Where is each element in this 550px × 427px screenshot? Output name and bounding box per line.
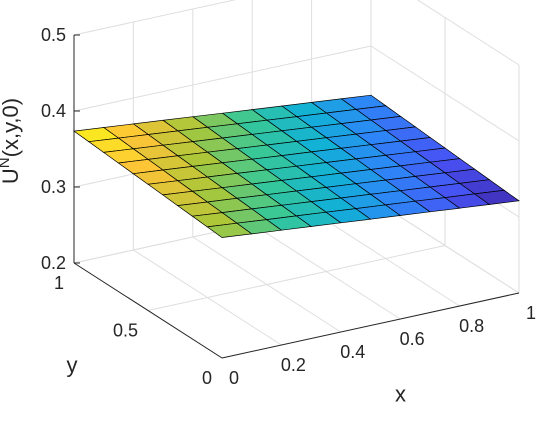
y-tick-label: 0 — [202, 368, 212, 388]
z-axis-title: UN(x,y,0) — [0, 98, 23, 184]
z-axis-title-base: U — [0, 168, 23, 184]
side-gridline-z — [370, 45, 520, 142]
axes-box — [73, 34, 520, 359]
y-axis-title: y — [67, 353, 78, 378]
x-tick-label: 0.6 — [400, 329, 425, 349]
axis-titles: x y UN(x,y,0) — [0, 98, 406, 407]
x-tick-label: 0.4 — [340, 342, 365, 362]
z-tick-label: 0.2 — [41, 253, 66, 273]
surface-mesh — [73, 94, 520, 238]
x-axis-line — [221, 292, 520, 359]
z-axis-title-args: (x,y,0) — [0, 98, 23, 157]
z-tick-label: 0.5 — [41, 25, 66, 45]
surface-patch — [206, 222, 253, 238]
y-tick-label: 0.5 — [113, 321, 138, 341]
x-tick-label: 0 — [229, 368, 239, 388]
y-tick-label: 1 — [54, 273, 64, 293]
x-tick-label: 0.2 — [281, 355, 306, 375]
y-axis-line — [73, 262, 223, 359]
z-tick-label: 0.4 — [41, 101, 66, 121]
z-tick-label: 0.3 — [41, 177, 66, 197]
back-gridline-z — [73, 45, 372, 112]
back-gridline-z — [73, 0, 237, 36]
z-axis-title-superscript: N — [0, 157, 13, 168]
floor-gridline-y — [147, 245, 446, 311]
side-gridline-z — [416, 0, 520, 66]
x-tick-label: 0.8 — [459, 316, 484, 336]
x-axis-title: x — [395, 382, 406, 407]
x-tick-label: 1 — [526, 303, 536, 323]
